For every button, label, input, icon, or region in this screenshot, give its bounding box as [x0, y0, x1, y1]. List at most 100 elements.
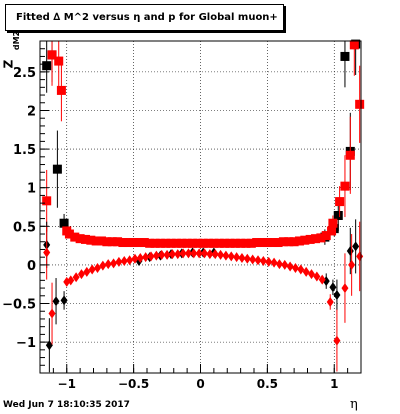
red-square-point: [70, 232, 80, 242]
red-diamond-point: [174, 249, 182, 260]
red-diamond-point: [99, 260, 107, 271]
red-square-point: [86, 235, 96, 245]
red-diamond-point: [275, 259, 283, 270]
red-diamond-point: [254, 255, 262, 266]
red-square-point: [161, 238, 171, 248]
red-square-point: [252, 238, 262, 248]
x-tick-label: −1: [58, 377, 76, 391]
grid-lines: [40, 41, 361, 373]
red-diamond-point: [206, 249, 214, 260]
red-square-point: [220, 238, 230, 248]
red-diamond-point: [94, 262, 102, 273]
black-square-point: [340, 51, 350, 61]
red-square-point: [166, 238, 176, 248]
red-square-point: [107, 237, 117, 247]
red-square-point: [47, 50, 57, 60]
red-square-point: [284, 237, 294, 247]
y-tick-label: 1.5: [13, 143, 36, 158]
red-square-point: [56, 85, 66, 95]
red-diamond-point: [217, 249, 225, 260]
y-axis-label-sub: dM2: [12, 30, 22, 51]
red-square-point: [118, 238, 128, 248]
red-diamond-point: [168, 249, 176, 260]
red-diamond-point: [259, 256, 267, 267]
red-square-point: [327, 226, 337, 236]
y-axis-label-main: Z: [1, 59, 16, 69]
black-square-point: [333, 210, 343, 220]
red-square-point: [102, 237, 112, 247]
x-tick-label: 1: [330, 377, 338, 391]
red-square-point: [42, 196, 52, 206]
red-diamond-point: [313, 271, 321, 282]
red-square-point: [177, 238, 187, 248]
red-diamond-point: [356, 251, 364, 262]
red-diamond-point: [195, 248, 203, 259]
red-square-point: [214, 238, 224, 248]
red-square-point: [75, 234, 85, 244]
red-square-point: [300, 235, 310, 245]
y-tick-label: −0.5: [2, 298, 36, 313]
red-diamond-point: [348, 259, 356, 270]
red-square-point: [64, 229, 74, 239]
red-square-point: [340, 181, 350, 191]
red-square-point: [335, 197, 345, 207]
red-square-point: [257, 238, 267, 248]
black-diamond-point: [329, 282, 337, 293]
red-diamond-point: [302, 266, 310, 277]
red-diamond-point: [249, 254, 257, 265]
red-square-point: [54, 56, 64, 66]
red-diamond-point: [227, 251, 235, 262]
red-square-point: [268, 238, 278, 248]
red-square-point: [204, 238, 214, 248]
red-diamond-point: [238, 252, 246, 263]
black-diamond-point: [346, 246, 354, 257]
red-diamond-point: [115, 256, 123, 267]
red-square-point: [80, 234, 90, 244]
red-diamond-point: [333, 335, 341, 346]
red-diamond-point: [104, 259, 112, 270]
black-diamond-point: [333, 290, 341, 301]
red-diamond-point: [179, 248, 187, 259]
red-square-point: [321, 231, 331, 241]
red-square-point: [198, 238, 208, 248]
red-diamond-point: [163, 249, 171, 260]
red-square-point: [241, 238, 251, 248]
red-square-point: [345, 150, 355, 160]
red-diamond-point: [48, 308, 56, 319]
red-diamond-point: [308, 269, 316, 280]
red-diamond-point: [233, 252, 241, 263]
red-diamond-point: [152, 250, 160, 261]
black-square-point: [52, 164, 62, 174]
red-diamond-point: [83, 266, 91, 277]
x-axis-label: η: [350, 397, 358, 412]
y-tick-label: 0.5: [13, 220, 36, 235]
red-square-point: [305, 234, 315, 244]
red-square-point: [236, 238, 246, 248]
red-square-point: [349, 40, 359, 50]
red-square-point: [328, 218, 338, 228]
red-square-point: [355, 99, 365, 109]
red-square-point: [225, 238, 235, 248]
x-tick-label: −0.5: [118, 377, 149, 391]
y-tick-label: −1: [16, 336, 36, 351]
red-diamond-point: [291, 262, 299, 273]
red-square-point: [230, 238, 240, 248]
black-diamond-point: [52, 296, 60, 307]
red-square-point: [91, 236, 101, 246]
red-diamond-point: [72, 272, 80, 283]
red-diamond-point: [326, 296, 334, 307]
red-square-point: [139, 238, 149, 248]
red-diamond-point: [88, 264, 96, 275]
red-diamond-point: [243, 253, 251, 264]
data-markers: [42, 39, 365, 373]
red-diamond-point: [222, 250, 230, 261]
red-diamond-point: [270, 257, 278, 268]
red-diamond-point: [142, 252, 150, 263]
red-square-point: [246, 238, 256, 248]
red-diamond-point: [43, 247, 51, 258]
red-diamond-point: [184, 248, 192, 259]
red-square-point: [187, 238, 197, 248]
y-tick-label: 2.5: [13, 66, 36, 81]
red-diamond-point: [110, 258, 118, 269]
